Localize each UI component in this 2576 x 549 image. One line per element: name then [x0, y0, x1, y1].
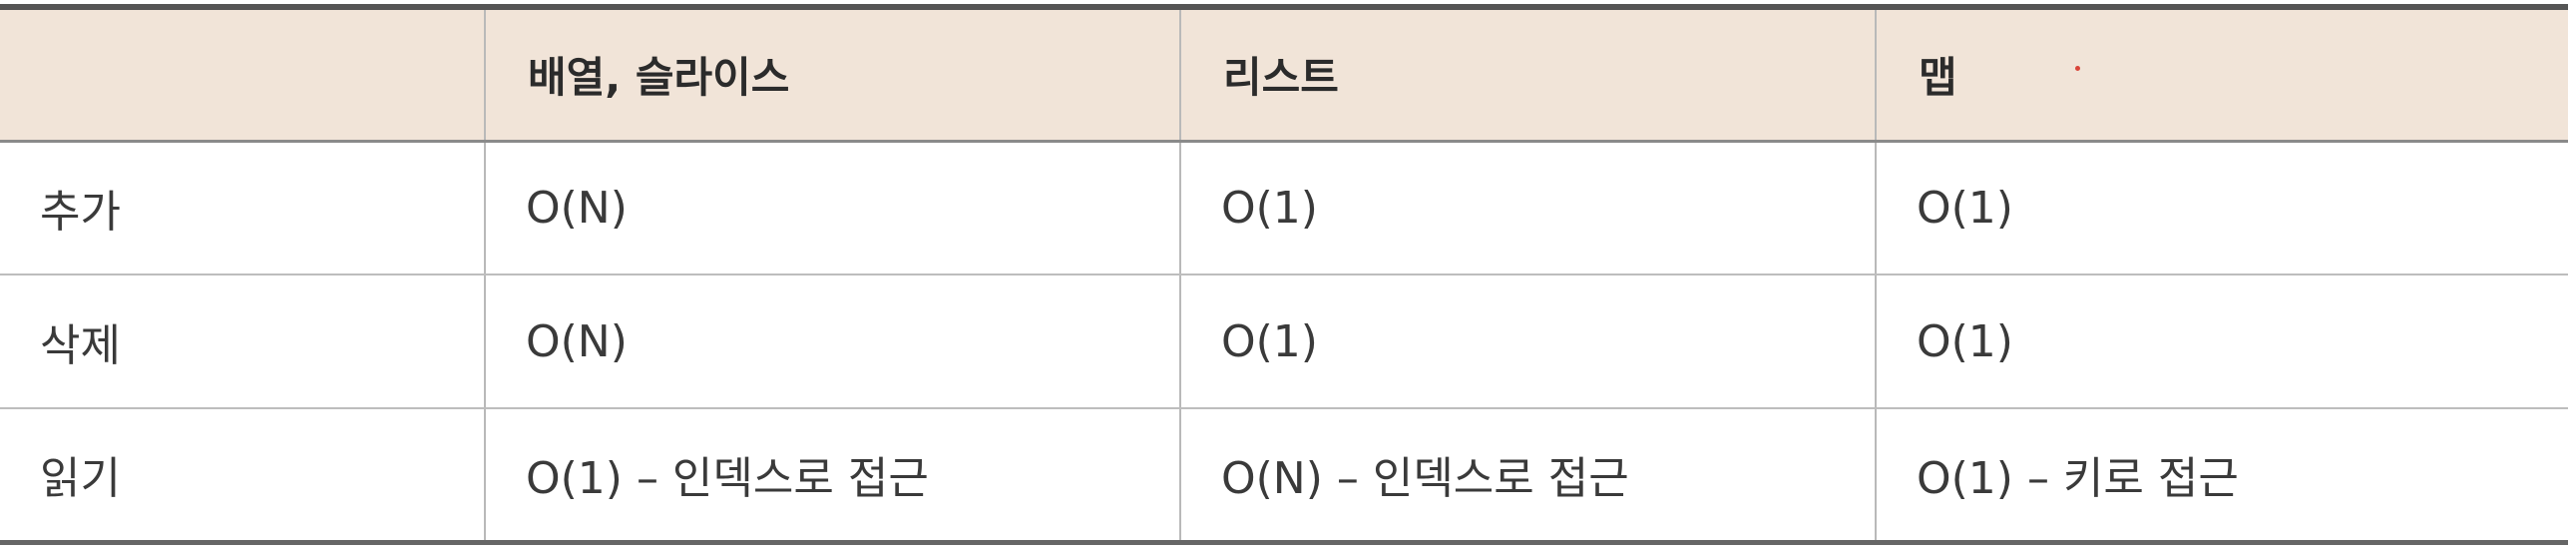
header-map: 맵 — [1875, 4, 2568, 143]
table-body: 추가 O(N) O(1) O(1) 삭제 O(N) O(1) O(1) 읽기 O… — [0, 141, 2568, 545]
header-row: 배열, 슬라이스 리스트 맵 — [0, 4, 2568, 143]
cell-delete-array: O(N) — [484, 274, 1180, 409]
table-row-delete: 삭제 O(N) O(1) O(1) — [0, 274, 2568, 409]
cell-read-list: O(N) – 인덱스로 접근 — [1179, 408, 1876, 545]
cell-add-array: O(N) — [484, 141, 1180, 275]
row-label-add: 추가 — [0, 141, 485, 275]
table-row-read: 읽기 O(1) – 인덱스로 접근 O(N) – 인덱스로 접근 O(1) – … — [0, 408, 2568, 545]
cell-delete-list: O(1) — [1179, 274, 1876, 409]
row-label-delete: 삭제 — [0, 274, 485, 409]
table-header: 배열, 슬라이스 리스트 맵 — [0, 4, 2568, 143]
cursor-dot — [2075, 66, 2080, 71]
cell-add-list: O(1) — [1179, 141, 1876, 275]
table-row-add: 추가 O(N) O(1) O(1) — [0, 141, 2568, 275]
header-list: 리스트 — [1179, 4, 1876, 143]
cell-read-array: O(1) – 인덱스로 접근 — [484, 408, 1180, 545]
header-corner-cell — [0, 4, 485, 143]
complexity-table: 배열, 슬라이스 리스트 맵 추가 O(N) O(1) O(1) 삭제 O(N)… — [0, 4, 2568, 545]
complexity-table-container: 배열, 슬라이스 리스트 맵 추가 O(N) O(1) O(1) 삭제 O(N)… — [0, 4, 2568, 545]
cell-read-map: O(1) – 키로 접근 — [1875, 408, 2568, 545]
cell-add-map: O(1) — [1875, 141, 2568, 275]
header-array-slice: 배열, 슬라이스 — [484, 4, 1180, 143]
row-label-read: 읽기 — [0, 408, 485, 545]
cell-delete-map: O(1) — [1875, 274, 2568, 409]
